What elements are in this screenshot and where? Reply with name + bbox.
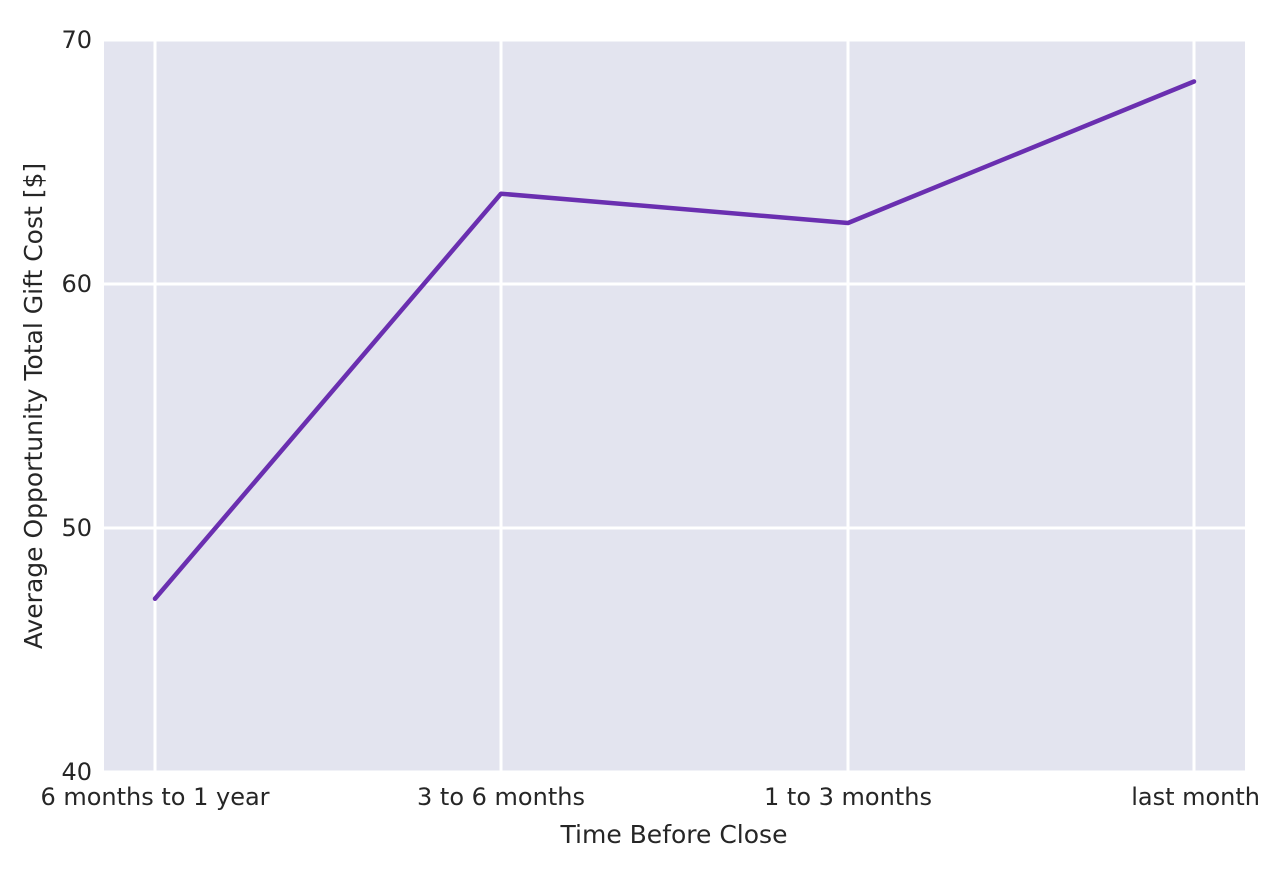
x-tick-label: 3 to 6 months — [417, 783, 585, 811]
y-tick-label: 70 — [61, 26, 92, 54]
data-point — [1192, 79, 1196, 84]
x-tick-label: 1 to 3 months — [764, 783, 932, 811]
y-tick-label: 50 — [61, 514, 92, 542]
x-axis-label: Time Before Close — [560, 820, 788, 849]
x-tick-label: last month — [1131, 783, 1260, 811]
data-point — [846, 221, 850, 225]
data-point — [499, 191, 503, 196]
x-tick-labels: 6 months to 1 year 3 to 6 months 1 to 3 mo… — [40, 783, 1260, 811]
series-lines — [152, 79, 1197, 602]
y-tick-label: 60 — [61, 270, 92, 298]
data-point — [153, 596, 157, 601]
x-tick-label: 6 months to 1 year — [40, 783, 269, 811]
y-tick-labels: 40 50 60 70 — [61, 26, 92, 786]
y-tick-label: 40 — [61, 758, 92, 786]
series-line — [152, 79, 1197, 602]
grid-lines — [104, 38, 1245, 774]
plot-area — [104, 40, 1245, 772]
y-axis-label: Average Opportunity Total Gift Cost [$] — [19, 163, 48, 649]
